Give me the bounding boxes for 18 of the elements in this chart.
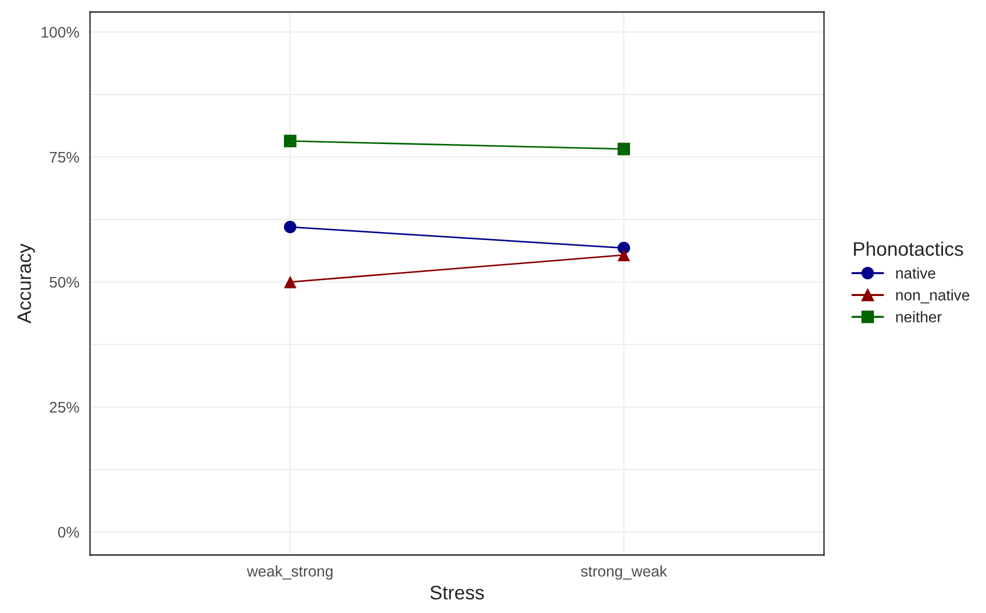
point	[618, 248, 630, 262]
y-axis-title: Accuracy	[18, 244, 35, 324]
legend-label: native	[896, 267, 936, 279]
x-tick-label: weak_strong	[246, 565, 333, 580]
y-tick-label: 25%	[50, 402, 80, 413]
point	[284, 220, 296, 234]
point	[618, 142, 630, 156]
y-tick-label: 75%	[50, 152, 80, 163]
legend-label: non_native	[896, 289, 970, 304]
y-tick-label: 100%	[42, 26, 80, 38]
x-axis-title: Stress	[430, 586, 484, 600]
y-tick-label: 0%	[58, 526, 80, 538]
legend-title: Phonotactics	[854, 242, 964, 256]
x-tick-label: strong_weak	[580, 565, 668, 580]
point	[284, 276, 296, 288]
point	[284, 134, 296, 148]
y-tick-label: 50%	[50, 276, 80, 288]
legend-label: neither	[896, 311, 942, 322]
